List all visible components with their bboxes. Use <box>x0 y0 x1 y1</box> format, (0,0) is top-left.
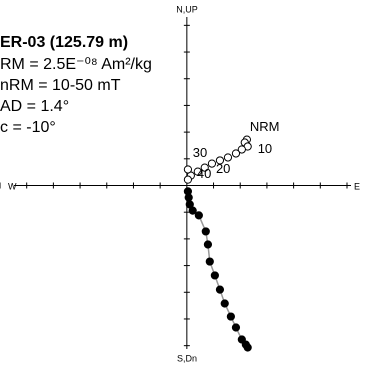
info-line: c = -10° <box>0 119 56 136</box>
filled-point <box>194 211 203 220</box>
filled-point <box>220 299 229 308</box>
filled-point <box>201 227 210 236</box>
open-point <box>183 165 193 174</box>
filled-point <box>210 271 219 280</box>
filled-point <box>226 312 235 321</box>
filled-point <box>243 343 252 352</box>
filled-point <box>215 285 225 294</box>
filled-point <box>231 323 241 332</box>
open-point <box>215 156 225 165</box>
info-line: RM = 2.5E⁻⁰⁸ Am²/kg <box>0 56 152 73</box>
step-label: NRM <box>250 119 280 134</box>
step-label: 30 <box>193 145 207 160</box>
filled-point <box>184 193 193 202</box>
info-title: ER-03 (125.79 m) <box>0 34 128 51</box>
open-point <box>183 175 193 184</box>
filled-point <box>205 257 214 266</box>
filled-point <box>188 206 197 215</box>
step-label: 40 <box>197 166 211 181</box>
axis-label-right: E <box>354 181 360 191</box>
open-point <box>231 149 241 158</box>
info-line: nRM = 10-50 mT <box>0 77 121 94</box>
open-point <box>237 145 246 154</box>
step-label: 20 <box>216 161 230 176</box>
open-point <box>207 159 217 168</box>
filled-point <box>203 240 213 249</box>
axis-label-top: N,UP <box>176 4 198 14</box>
open-point <box>200 163 209 172</box>
axis-label-left: W <box>8 181 17 191</box>
open-point <box>193 167 202 176</box>
axis-label-bottom: S,Dn <box>177 353 197 363</box>
open-point <box>223 153 233 162</box>
step-label: 10 <box>258 141 272 156</box>
info-line: AD = 1.4° <box>0 98 69 115</box>
